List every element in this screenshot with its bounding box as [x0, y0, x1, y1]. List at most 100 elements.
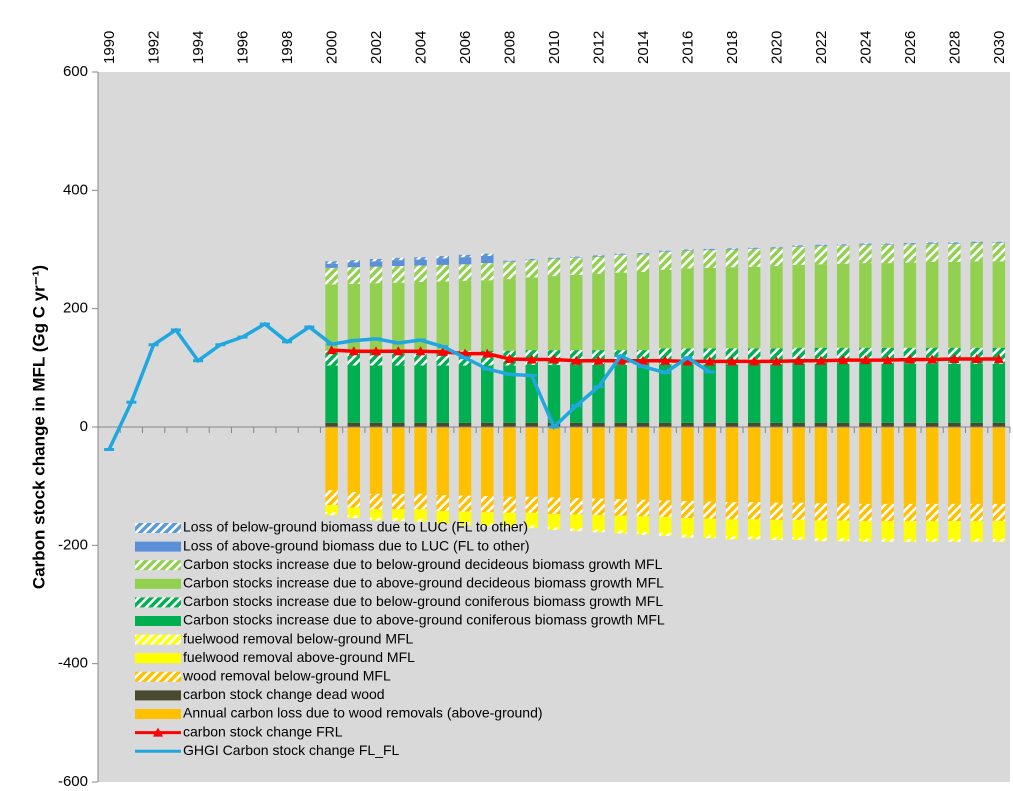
bar — [347, 507, 361, 516]
bar — [703, 501, 716, 519]
bar — [792, 245, 805, 247]
bar — [614, 253, 627, 255]
bar — [525, 427, 538, 497]
legend-label: Loss of above-ground biomass due to LUC … — [183, 537, 530, 553]
x-tick-label: 2018 — [724, 31, 741, 64]
bar — [903, 521, 917, 539]
bar — [792, 502, 805, 520]
bar — [369, 266, 383, 284]
x-tick-label: 1990 — [101, 31, 118, 64]
marker — [571, 355, 582, 365]
bar — [881, 244, 894, 264]
bar — [658, 251, 672, 270]
bar — [681, 250, 694, 251]
legend-swatch — [135, 597, 181, 608]
bar — [592, 255, 605, 257]
bar — [570, 427, 583, 498]
bar — [970, 503, 983, 522]
bar — [458, 257, 472, 265]
bar — [658, 251, 672, 252]
bar — [503, 512, 516, 525]
legend-swatch — [135, 653, 181, 664]
bar — [570, 514, 583, 529]
marker — [860, 355, 871, 365]
bar — [436, 264, 450, 282]
bar — [992, 363, 1006, 423]
bar — [570, 257, 583, 275]
bar — [925, 242, 939, 244]
bar — [770, 247, 783, 249]
bar — [881, 521, 894, 539]
legend-label: fuelwood removal above-ground MFL — [183, 649, 415, 665]
bar — [881, 427, 894, 504]
legend-label: Loss of below-ground biomass due to LUC … — [183, 519, 528, 535]
x-tick-label: 2030 — [991, 31, 1008, 64]
bar — [570, 257, 583, 258]
marker — [348, 346, 359, 356]
marker — [949, 353, 960, 363]
bar — [503, 365, 516, 423]
bar — [992, 503, 1006, 522]
bar — [747, 427, 761, 503]
bar — [681, 268, 694, 349]
bar — [770, 422, 783, 427]
x-tick-label: 2010 — [546, 31, 563, 64]
marker — [504, 353, 515, 363]
bar — [347, 492, 361, 508]
bar — [725, 364, 739, 423]
bar — [503, 422, 516, 427]
bar — [592, 256, 605, 274]
bar — [747, 364, 761, 423]
bar — [570, 528, 583, 532]
bar — [458, 422, 472, 427]
bar — [481, 422, 494, 427]
marker — [793, 355, 804, 365]
bar — [992, 241, 1006, 243]
bar — [570, 364, 583, 423]
bar — [859, 244, 872, 245]
marker — [704, 356, 715, 366]
bar — [970, 521, 983, 539]
bar — [325, 512, 338, 516]
x-tick-label: 2002 — [368, 31, 385, 64]
bar — [436, 511, 450, 522]
bar — [903, 363, 917, 423]
bar — [792, 245, 805, 246]
bar — [525, 260, 538, 278]
bar — [392, 422, 405, 427]
bar — [636, 253, 650, 255]
bar — [481, 496, 494, 513]
bar — [436, 256, 450, 259]
bar — [770, 247, 783, 248]
bar — [703, 267, 716, 349]
bar — [747, 422, 761, 427]
bar — [481, 365, 494, 423]
legend-label: carbon stock change FRL — [183, 723, 343, 739]
bar — [770, 427, 783, 503]
marker — [726, 356, 737, 366]
bar — [325, 365, 338, 423]
legend-swatch — [135, 541, 181, 552]
legend-swatch — [135, 523, 181, 533]
bar — [948, 538, 961, 542]
bar — [614, 364, 627, 423]
bar — [592, 273, 605, 351]
bar — [970, 261, 983, 348]
bar — [770, 537, 783, 541]
bar — [814, 264, 828, 348]
bar — [547, 276, 561, 351]
legend-label: Carbon stocks increase due to below-grou… — [183, 593, 663, 609]
bar — [859, 503, 872, 522]
bar — [681, 500, 694, 519]
bar — [658, 427, 672, 501]
bar — [636, 271, 650, 351]
bar — [392, 493, 405, 510]
marker — [749, 356, 760, 366]
bar — [369, 365, 383, 423]
bar — [681, 518, 694, 535]
bar — [503, 524, 516, 528]
bar — [725, 249, 739, 268]
bar — [859, 422, 872, 427]
bar — [525, 258, 538, 260]
bar — [458, 280, 472, 351]
